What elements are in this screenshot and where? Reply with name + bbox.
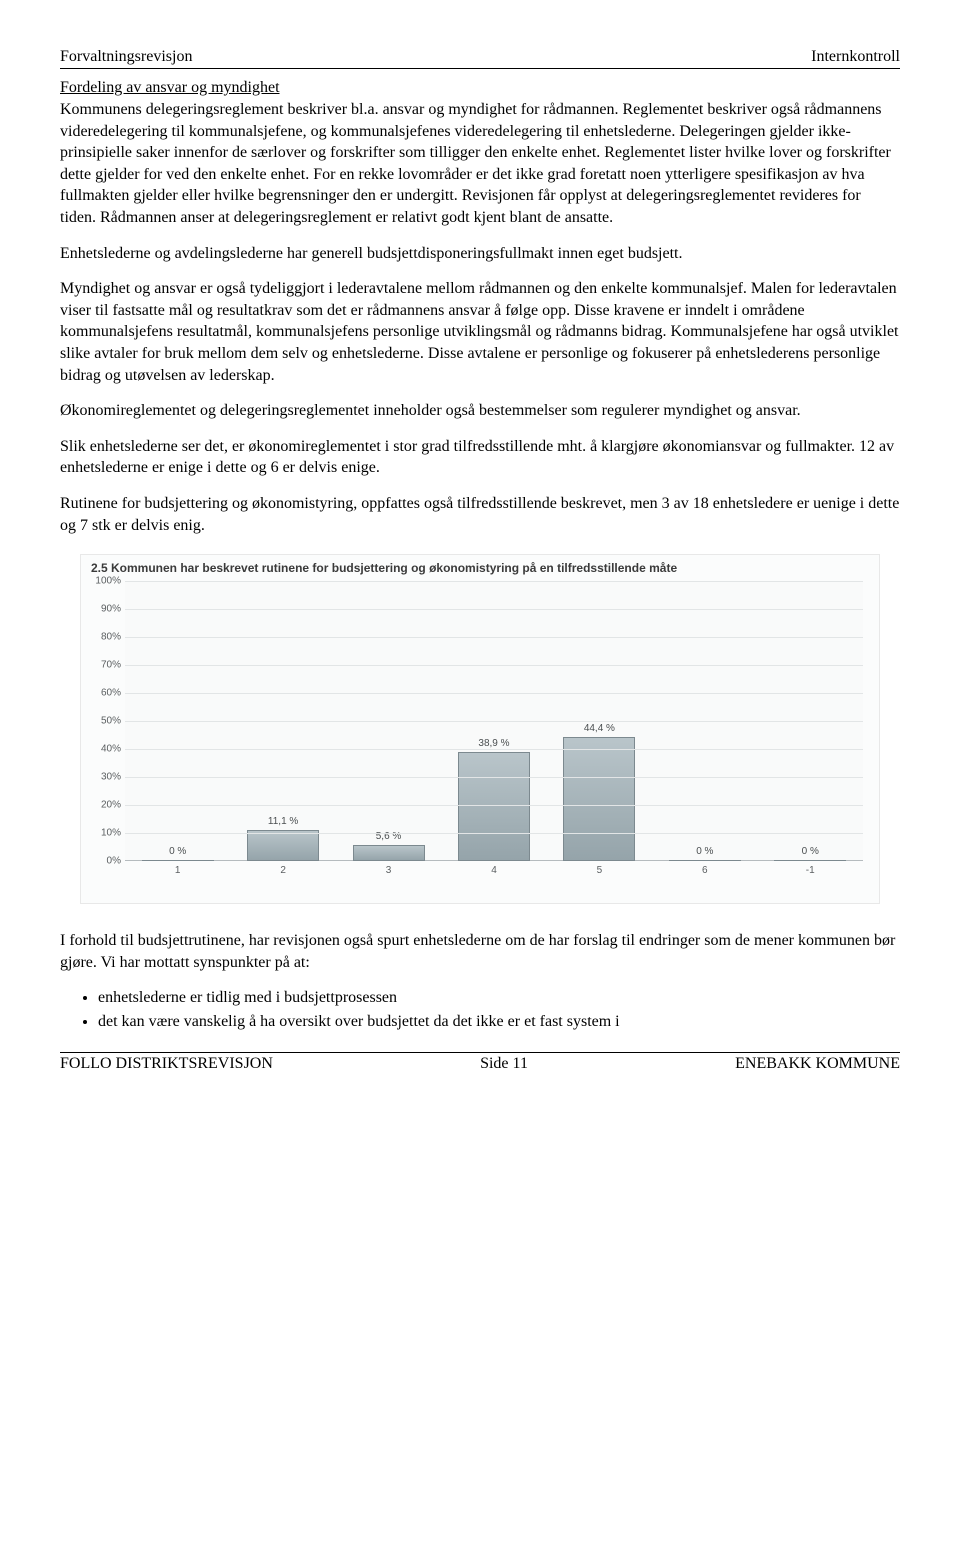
paragraph-2: Enhetslederne og avdelingslederne har ge… [60, 243, 900, 265]
footer-page-prefix: Side [480, 1055, 512, 1072]
chart-ylabel: 100% [89, 576, 121, 587]
chart-ylabel: 10% [89, 828, 121, 839]
chart-xlabel: 3 [344, 865, 434, 876]
chart-gridline [125, 777, 863, 778]
chart-bar [774, 860, 846, 861]
chart-bar-slot: 44,4 % [554, 723, 644, 861]
bullet-item: det kan være vanskelig å ha oversikt ove… [98, 1011, 900, 1033]
chart-xlabel: 5 [554, 865, 644, 876]
paragraph-1: Kommunens delegeringsreglement beskriver… [60, 99, 900, 229]
chart-bar-value-label: 0 % [802, 846, 819, 857]
chart-gridline [125, 637, 863, 638]
chart-bar-slot: 5,6 % [344, 831, 434, 861]
chart-bar-slot: 38,9 % [449, 738, 539, 861]
chart-bar [563, 737, 635, 861]
chart-ylabel: 0% [89, 856, 121, 867]
chart-area: 0 %11,1 %5,6 %38,9 %44,4 %0 %0 % 0%10%20… [125, 581, 863, 901]
chart-gridline [125, 805, 863, 806]
chart-bar-slot: 0 % [133, 846, 223, 861]
chart-bar-value-label: 0 % [696, 846, 713, 857]
chart-gridline [125, 609, 863, 610]
paragraph-5: Slik enhetslederne ser det, er økonomire… [60, 436, 900, 479]
bullet-item: enhetslederne er tidlig med i budsjettpr… [98, 987, 900, 1009]
chart-bar-value-label: 11,1 % [268, 816, 298, 827]
footer-page-number: 11 [513, 1055, 528, 1072]
chart-title: 2.5 Kommunen har beskrevet rutinene for … [91, 561, 869, 575]
chart-bar [458, 752, 530, 861]
chart-bar-slot: 0 % [765, 846, 855, 861]
chart-ylabel: 50% [89, 716, 121, 727]
section-title: Fordeling av ansvar og myndighet [60, 79, 900, 97]
page-header: Forvaltningsrevisjon Internkontroll [60, 48, 900, 69]
chart-gridline [125, 665, 863, 666]
footer-left: FOLLO DISTRIKTSREVISJON [60, 1055, 273, 1073]
chart-plot: 0 %11,1 %5,6 %38,9 %44,4 %0 %0 % 0%10%20… [125, 581, 863, 861]
page-footer: FOLLO DISTRIKTSREVISJON Side 11 ENEBAKK … [60, 1052, 900, 1073]
chart-ylabel: 40% [89, 744, 121, 755]
bar-chart: 2.5 Kommunen har beskrevet rutinene for … [80, 554, 880, 904]
chart-bar-value-label: 44,4 % [584, 723, 615, 734]
chart-xlabel: -1 [765, 865, 855, 876]
chart-bar [247, 830, 319, 861]
header-right: Internkontroll [811, 48, 900, 66]
chart-xlabel: 4 [449, 865, 539, 876]
chart-xlabel: 1 [133, 865, 223, 876]
chart-bar-value-label: 38,9 % [478, 738, 509, 749]
paragraph-7: I forhold til budsjettrutinene, har revi… [60, 930, 900, 973]
paragraph-3: Myndighet og ansvar er også tydeliggjort… [60, 278, 900, 386]
chart-ylabel: 80% [89, 632, 121, 643]
chart-bar-slot: 0 % [660, 846, 750, 861]
chart-bar-value-label: 0 % [169, 846, 186, 857]
chart-bar-slot: 11,1 % [238, 816, 328, 861]
header-left: Forvaltningsrevisjon [60, 48, 192, 66]
chart-bar [669, 860, 741, 861]
chart-gridline [125, 721, 863, 722]
chart-gridline [125, 581, 863, 582]
chart-gridline [125, 693, 863, 694]
chart-ylabel: 90% [89, 604, 121, 615]
footer-right: ENEBAKK KOMMUNE [735, 1055, 900, 1073]
chart-ylabel: 20% [89, 800, 121, 811]
chart-xlabels: 1 2 3 4 5 6 -1 [125, 865, 863, 876]
bullet-list: enhetslederne er tidlig med i budsjettpr… [60, 987, 900, 1032]
chart-ylabel: 60% [89, 688, 121, 699]
chart-xlabel: 2 [238, 865, 328, 876]
paragraph-4: Økonomireglementet og delegeringsregleme… [60, 400, 900, 422]
page: Forvaltningsrevisjon Internkontroll Ford… [0, 0, 960, 1103]
chart-ylabel: 70% [89, 660, 121, 671]
chart-gridline [125, 833, 863, 834]
chart-xlabel: 6 [660, 865, 750, 876]
chart-bar [142, 860, 214, 861]
footer-center: Side 11 [480, 1055, 528, 1073]
chart-bar [353, 845, 425, 861]
paragraph-6: Rutinene for budsjettering og økonomisty… [60, 493, 900, 536]
chart-gridline [125, 749, 863, 750]
chart-ylabel: 30% [89, 772, 121, 783]
